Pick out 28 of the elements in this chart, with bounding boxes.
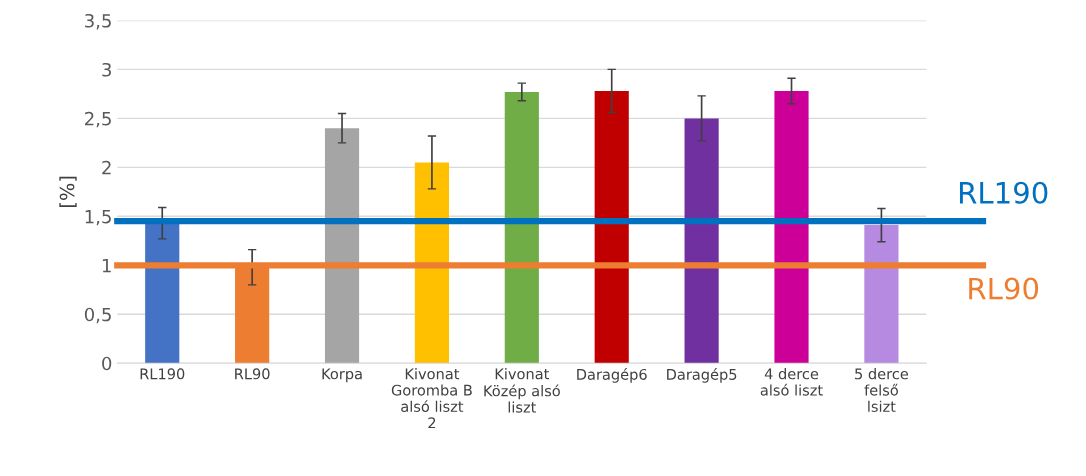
x-tick-label: 5 derce felső lsizt xyxy=(855,368,909,412)
x-tick-label: Korpa xyxy=(322,368,362,383)
y-tick-label: 0 xyxy=(102,356,112,371)
x-tick-label: Daragép5 xyxy=(667,368,737,383)
x-tick-label: RL190 xyxy=(140,368,185,380)
bar xyxy=(145,223,180,364)
ref-line-label: RL90 xyxy=(969,277,1039,300)
y-tick-label: 3 xyxy=(102,62,111,77)
y-tick-label: 1,5 xyxy=(85,210,111,226)
bar xyxy=(774,90,809,364)
y-tick-label: 3,5 xyxy=(85,13,111,30)
y-tick-label: 2 xyxy=(102,160,111,175)
bar xyxy=(594,90,629,364)
x-tick-label: Daragép6 xyxy=(577,368,647,383)
y-axis-title: [%] xyxy=(59,176,77,207)
bar xyxy=(864,225,899,364)
y-tick-label: 0,5 xyxy=(84,307,111,324)
bar xyxy=(504,91,539,364)
x-tick-label: 4 derce alsó liszt xyxy=(760,368,823,396)
bar xyxy=(684,118,719,364)
bar xyxy=(414,162,450,364)
ref-line-label: RL190 xyxy=(959,181,1048,204)
x-tick-label: RL90 xyxy=(235,368,270,380)
bar xyxy=(324,128,360,364)
x-tick-label: Kivonat Közép alsó liszt xyxy=(484,368,560,413)
y-tick-label: 2,5 xyxy=(85,111,111,128)
y-tick-label: 1 xyxy=(102,258,111,273)
x-tick-label: Kivonat Goromba B alsó liszt 2 xyxy=(391,368,472,429)
